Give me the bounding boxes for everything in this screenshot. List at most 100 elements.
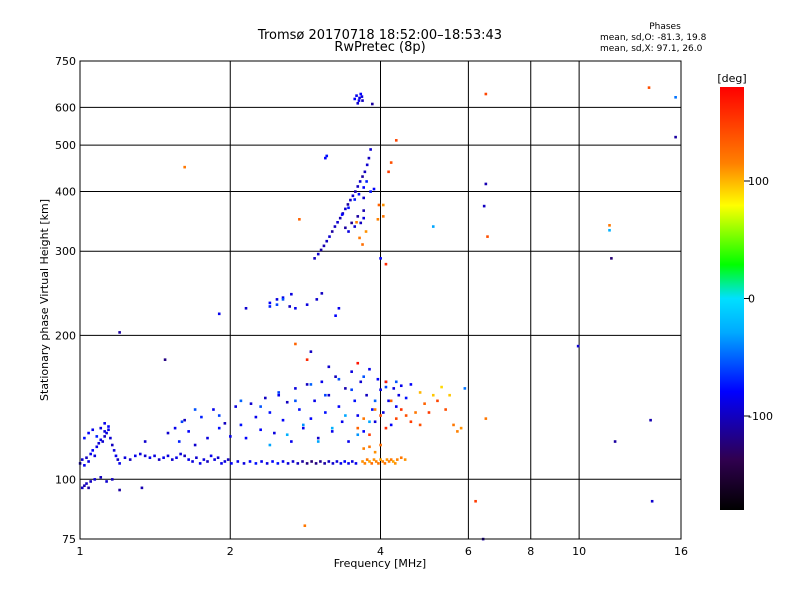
data-point [350,221,353,225]
data-point [281,460,285,463]
data-point [87,486,90,490]
data-point [484,417,488,420]
data-point [409,420,413,424]
data-point [180,420,184,424]
data-point [361,243,364,246]
data-point [239,399,243,403]
data-point [157,458,161,461]
data-point [206,460,209,463]
data-point [212,408,215,411]
data-point [463,387,467,390]
data-point [385,458,389,461]
data-point [254,415,258,419]
data-point [335,460,339,463]
data-point [148,456,152,460]
data-point [360,95,364,98]
data-point [363,462,367,465]
data-point [118,462,121,465]
data-point [365,163,369,167]
data-point [234,405,238,408]
data-point [268,305,272,308]
data-point [339,462,343,465]
data-point [334,375,337,378]
data-point [482,204,486,208]
data-point [175,456,178,460]
data-point [361,460,364,463]
data-point [358,180,362,183]
data-point [254,462,258,465]
data-point [143,454,147,458]
data-point [217,414,221,417]
data-point [431,225,435,228]
data-point [391,460,395,463]
data-point [230,462,233,465]
data-point [356,102,360,105]
data-point [365,393,368,397]
data-point [376,377,380,381]
data-point [87,431,90,435]
data-point [459,426,463,430]
data-point [389,161,393,164]
data-point [444,408,447,411]
data-point [290,440,293,443]
data-point [349,198,352,202]
data-point [285,400,289,404]
data-point [313,399,316,403]
data-point [338,216,342,220]
data-point [323,462,326,465]
data-point [128,458,132,461]
data-point [399,384,403,388]
data-point [362,196,366,200]
data-point [377,462,380,465]
x-tick-label: 6 [465,545,472,558]
data-point [387,460,391,463]
data-point [392,387,396,390]
data-point [319,248,323,252]
data-point [394,405,398,408]
data-point [409,383,413,386]
data-point [112,449,116,452]
data-point [359,92,363,96]
data-point [336,221,339,224]
data-point [358,96,361,100]
data-point [373,399,377,403]
data-point [314,462,318,465]
data-point [187,430,190,433]
data-point [294,306,297,310]
data-point [350,370,353,373]
data-point [381,203,385,207]
data-point [239,423,243,427]
data-point [344,226,347,230]
data-point [83,436,86,440]
data-point [309,383,313,386]
data-point [103,435,106,438]
data-point [177,440,181,443]
data-point [305,462,309,465]
data-point [288,305,292,308]
data-point [296,462,300,465]
data-point [202,458,206,461]
data-point [344,387,347,390]
data-point [110,478,114,481]
data-point [330,230,334,233]
data-point [418,391,422,394]
data-point [337,306,341,310]
data-point [183,418,186,422]
y-tick-label: 600 [55,101,76,114]
data-point [170,458,174,461]
data-point [223,460,227,463]
data-point [379,458,382,461]
data-point [399,456,403,460]
data-point [356,215,360,218]
data-point [367,156,371,160]
data-point [226,458,230,461]
data-point [423,402,426,405]
data-point [350,388,353,392]
data-point [327,393,331,397]
data-point [217,426,221,430]
data-point [213,458,216,461]
data-point [431,393,435,397]
data-point [87,460,90,463]
x-axis-ticks: 1 2 4 6 8 10 16 [77,545,689,558]
